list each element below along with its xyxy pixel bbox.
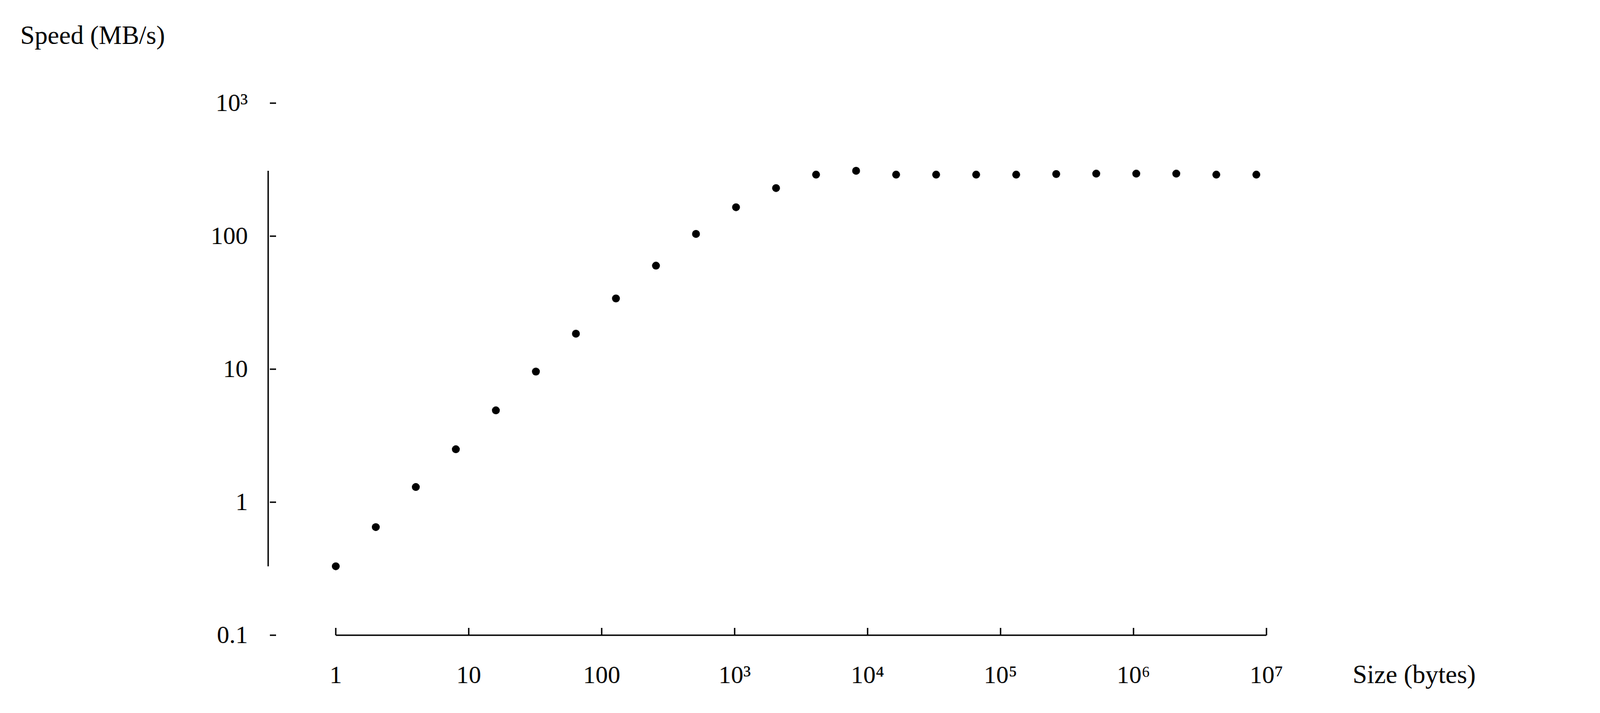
x-tick [601, 627, 603, 635]
y-axis-label: Speed (MB/s) [20, 20, 166, 50]
x-axis-label: Size (bytes) [1352, 659, 1476, 689]
x-tick-label: 10⁶ [1116, 660, 1150, 689]
data-point [1052, 170, 1061, 179]
chart-container: 1 10 100 10³ 10⁴ 10⁵ 10⁶ 10⁷ 0.1 1 10 100 10³ Speed (… [0, 0, 1600, 713]
x-tick [468, 627, 470, 635]
data-point [331, 562, 340, 571]
data-point [1172, 169, 1181, 178]
y-tick [269, 634, 277, 637]
y-tick-label: 10 [223, 354, 248, 383]
data-point [892, 170, 901, 179]
data-point [371, 522, 380, 531]
x-tick [1132, 627, 1135, 635]
x-tick-label: 100 [583, 660, 621, 689]
data-point [1132, 169, 1141, 178]
x-tick [867, 627, 869, 635]
x-tick-label: 10⁵ [983, 660, 1017, 689]
points [331, 166, 1261, 571]
y-tick-label: 10³ [215, 89, 248, 117]
data-point [1092, 169, 1101, 178]
data-point [691, 229, 700, 238]
data-point [571, 329, 580, 338]
y-tick [269, 235, 277, 238]
x-tick [734, 627, 736, 635]
data-point [451, 445, 460, 453]
y-tick-label: 100 [210, 221, 248, 250]
x-tick [335, 627, 337, 635]
x-tick-label: 1 [329, 660, 342, 689]
data-point [411, 482, 420, 491]
data-point [731, 203, 740, 212]
x-axis-line [335, 634, 1267, 637]
y-tick-label: 1 [235, 487, 248, 516]
x-tick [1000, 627, 1002, 635]
y-tick [269, 368, 277, 371]
x-tick-label: 10⁷ [1249, 660, 1283, 689]
data-point [812, 170, 821, 179]
x-tick [1265, 627, 1268, 635]
data-point [771, 184, 780, 193]
data-point [932, 170, 941, 179]
data-point [611, 294, 620, 303]
y-axis-line [267, 170, 270, 567]
data-point [852, 166, 861, 175]
y-tick [269, 102, 277, 105]
data-point [1212, 170, 1221, 179]
data-point [972, 170, 981, 179]
y-tick-label: 0.1 [216, 620, 248, 649]
y-tick [269, 501, 277, 504]
data-point [531, 367, 540, 376]
data-point [1252, 170, 1261, 179]
data-point [491, 406, 500, 415]
x-tick-label: 10 [456, 660, 482, 689]
x-tick-label: 10⁴ [850, 660, 884, 689]
x-tick-label: 10³ [718, 660, 751, 689]
data-point [651, 261, 660, 270]
data-point [1012, 170, 1021, 179]
chart: 1 10 100 10³ 10⁴ 10⁵ 10⁶ 10⁷ 0.1 1 10 100 10³ Speed (… [0, 0, 1600, 713]
